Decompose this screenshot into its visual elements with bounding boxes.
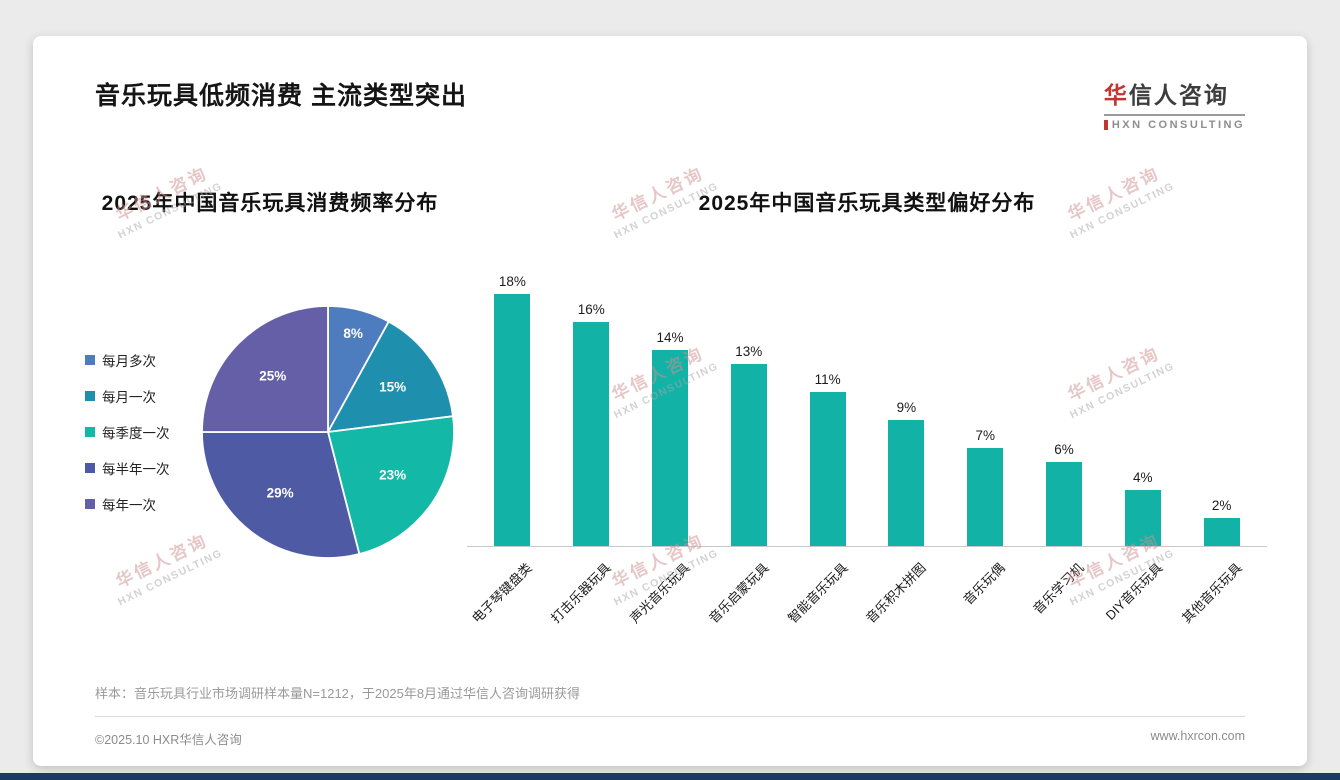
legend-swatch bbox=[85, 463, 95, 473]
pie-slice-label: 25% bbox=[259, 368, 286, 383]
pie-chart-section: 2025年中国音乐玩具消费频率分布 每月多次每月一次每季度一次每半年一次每年一次… bbox=[73, 141, 467, 567]
pie-legend: 每月多次每月一次每季度一次每半年一次每年一次 bbox=[85, 350, 193, 514]
bar-value-label: 6% bbox=[1054, 442, 1074, 457]
bar-column: 18% 电子琴键盘类 bbox=[469, 267, 552, 626]
legend-item: 每月一次 bbox=[85, 386, 193, 406]
bar-category-label: 电子琴键盘类 bbox=[469, 560, 536, 626]
logo-mark-icon bbox=[1103, 120, 1108, 130]
bar bbox=[730, 364, 767, 546]
pie-slice bbox=[326, 415, 455, 556]
bar-category-label: DIY音乐玩具 bbox=[1102, 560, 1166, 623]
legend-swatch bbox=[85, 355, 95, 365]
pie-slice-label: 23% bbox=[379, 467, 406, 482]
bar bbox=[1124, 490, 1161, 546]
bar-chart-section: 2025年中国音乐玩具类型偏好分布 18% 电子琴键盘类 16% 打击乐器玩具 14% 声… bbox=[467, 141, 1267, 626]
bar-value-label: 2% bbox=[1211, 498, 1232, 513]
legend-label: 每半年一次 bbox=[102, 462, 170, 477]
legend-swatch bbox=[85, 427, 95, 437]
bar-category-label: 智能音乐玩具 bbox=[784, 560, 851, 626]
bar-category-label: 音乐学习机 bbox=[1030, 560, 1087, 617]
pie-slice bbox=[201, 431, 361, 559]
pie-slice-label: 29% bbox=[267, 485, 294, 500]
bar-category-label: 打击乐器玩具 bbox=[548, 560, 614, 626]
bar-column: 16% 打击乐器玩具 bbox=[548, 267, 631, 626]
pie-slice-label: 8% bbox=[343, 326, 363, 341]
bar-value-label: 13% bbox=[735, 344, 763, 359]
bar bbox=[652, 350, 688, 546]
logo-cn: 华信人咨询 bbox=[1104, 76, 1245, 110]
pie-slice bbox=[326, 320, 455, 434]
legend-item: 每季度一次 bbox=[85, 422, 193, 442]
logo-cn-first: 华 bbox=[1103, 82, 1129, 108]
bar-category-label: 音乐启蒙玩具 bbox=[705, 560, 772, 626]
bar-chart: 18% 电子琴键盘类 16% 打击乐器玩具 14% 声光音乐玩具 13% 音乐启蒙玩具 11% 智… bbox=[467, 267, 1267, 626]
slide-card: 音乐玩具低频消费 主流类型突出 华信人咨询 HXN CONSULTING 202… bbox=[33, 36, 1307, 766]
page-title: 音乐玩具低频消费 主流类型突出 bbox=[95, 82, 467, 110]
bar bbox=[809, 392, 846, 546]
bottom-accent-bar bbox=[0, 773, 1340, 780]
bar-value-label: 16% bbox=[577, 302, 605, 317]
pie-chart-body: 每月多次每月一次每季度一次每半年一次每年一次 8% 15% 23% 29% 25% bbox=[73, 297, 467, 567]
bar-column: 7% 音乐玩偶 bbox=[946, 267, 1025, 608]
logo-cn-rest: 信人咨询 bbox=[1128, 82, 1229, 108]
bar-column: 2% 其他音乐玩具 bbox=[1179, 267, 1261, 626]
bar-category-label: 音乐玩偶 bbox=[960, 560, 1008, 608]
bar-column: 14% 声光音乐玩具 bbox=[627, 267, 710, 626]
footer: ©2025.10 HXR华信人咨询 www.hxrcon.com bbox=[95, 716, 1245, 766]
bar-chart-title: 2025年中国音乐玩具类型偏好分布 bbox=[698, 192, 1036, 215]
logo-en-row: HXN CONSULTING bbox=[1103, 114, 1245, 131]
sample-note: 样本：音乐玩具行业市场调研样本量N=1212，于2025年8月通过华信人咨询调研… bbox=[95, 686, 581, 701]
header: 音乐玩具低频消费 主流类型突出 华信人咨询 HXN CONSULTING bbox=[33, 36, 1307, 141]
bar-column: 4% DIY音乐玩具 bbox=[1103, 267, 1182, 623]
bar-value-label: 9% bbox=[896, 400, 917, 415]
legend-swatch bbox=[85, 499, 95, 509]
bar-column: 9% 音乐积木拼图 bbox=[863, 267, 946, 626]
legend-item: 每年一次 bbox=[85, 494, 193, 514]
pie-chart: 8% 15% 23% 29% 25% bbox=[201, 305, 455, 559]
charts-row: 2025年中国音乐玩具消费频率分布 每月多次每月一次每季度一次每半年一次每年一次… bbox=[33, 141, 1307, 626]
pie-slice-label: 15% bbox=[379, 380, 406, 395]
bar-value-label: 4% bbox=[1133, 470, 1153, 485]
bar-value-label: 7% bbox=[975, 428, 995, 443]
bar-column: 11% 智能音乐玩具 bbox=[785, 267, 867, 626]
bar-column: 13% 音乐启蒙玩具 bbox=[706, 267, 788, 626]
bar bbox=[573, 322, 610, 546]
logo: 华信人咨询 HXN CONSULTING bbox=[1103, 76, 1245, 131]
bar-value-label: 14% bbox=[656, 330, 684, 345]
bar-category-label: 其他音乐玩具 bbox=[1178, 560, 1245, 626]
footer-copyright: ©2025.10 HXR华信人咨询 bbox=[95, 733, 242, 747]
bar-column: 6% 音乐学习机 bbox=[1025, 267, 1104, 617]
footer-url: www.hxrcon.com bbox=[1150, 729, 1245, 743]
legend-item: 每月多次 bbox=[85, 350, 193, 370]
bar bbox=[1045, 462, 1082, 546]
bar-category-label: 声光音乐玩具 bbox=[626, 560, 693, 626]
bar-value-label: 11% bbox=[814, 372, 841, 387]
bar-value-label: 18% bbox=[498, 274, 526, 289]
legend-label: 每月一次 bbox=[102, 390, 156, 405]
bar bbox=[1203, 518, 1240, 546]
pie-slice bbox=[201, 305, 329, 433]
legend-label: 每季度一次 bbox=[102, 426, 170, 441]
bar bbox=[967, 448, 1004, 546]
bar-category-label: 音乐积木拼图 bbox=[863, 560, 930, 626]
legend-swatch bbox=[85, 391, 95, 401]
legend-item: 每半年一次 bbox=[85, 458, 193, 478]
legend-label: 每年一次 bbox=[102, 498, 156, 513]
pie-chart-title: 2025年中国音乐玩具消费频率分布 bbox=[101, 192, 439, 215]
bar bbox=[888, 420, 925, 546]
bar bbox=[494, 294, 531, 546]
logo-en: HXN CONSULTING bbox=[1111, 119, 1245, 131]
legend-label: 每月多次 bbox=[102, 354, 156, 369]
